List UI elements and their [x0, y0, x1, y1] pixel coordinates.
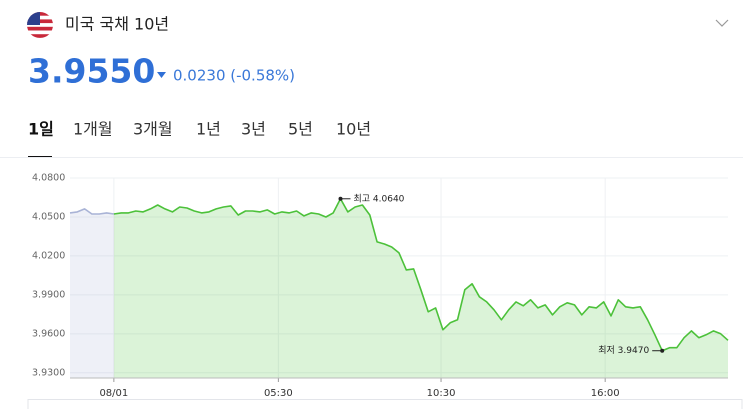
annotation-dot	[660, 348, 665, 353]
annotation: 최저 3.9470	[598, 345, 649, 356]
tab[interactable]: 10년	[336, 120, 371, 139]
tabs: 1일 1개월 3개월 1년 3년 5년 10년	[28, 120, 371, 158]
x-tick-label: 10:30	[427, 388, 456, 399]
card-edge	[27, 399, 743, 409]
x-tick-label: 16:00	[591, 388, 620, 399]
y-tick-label: 3.9300	[32, 367, 65, 378]
area	[70, 208, 114, 378]
y-tick-label: 4.0200	[32, 250, 65, 261]
title: 미국 국채 10년	[65, 15, 169, 34]
tab[interactable]: 1년	[196, 120, 221, 139]
x-tick-label: 08/01	[99, 388, 128, 399]
chevron[interactable]	[715, 19, 729, 27]
line	[113, 198, 729, 352]
annotation-dot	[338, 196, 343, 201]
y-tick-label: 4.0800	[32, 173, 65, 184]
annotation: 최고 4.0640	[354, 193, 405, 204]
x-tick-label: 05:30	[264, 388, 293, 399]
tab[interactable]: 5년	[288, 120, 313, 139]
tab[interactable]: 1일	[28, 120, 54, 139]
chart: 3.9300 3.9600 3.9900 4.0200 4.0500 4.0800 08/0…	[32, 173, 729, 399]
y-tick-label: 3.9600	[32, 328, 65, 339]
y-tick-label: 4.0500	[32, 211, 65, 222]
tab[interactable]: 3년	[241, 120, 266, 139]
area	[113, 198, 728, 378]
tab[interactable]: 3개월	[133, 120, 173, 139]
price: 3.9550	[28, 52, 155, 91]
y-tick-label: 3.9900	[32, 289, 65, 300]
line	[69, 208, 115, 215]
flag	[27, 12, 53, 38]
tab[interactable]: 1개월	[73, 120, 113, 139]
change: 0.0230 (-0.58%)	[173, 67, 295, 85]
down-arrow	[157, 72, 166, 78]
